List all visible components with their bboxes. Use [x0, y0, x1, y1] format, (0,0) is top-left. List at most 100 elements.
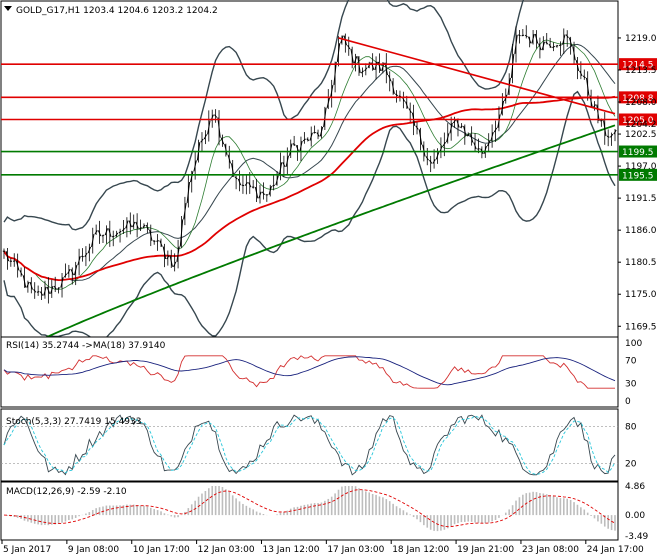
candle-body: [142, 224, 146, 228]
candle-body: [408, 108, 412, 113]
candle-body: [261, 191, 266, 196]
time-tick-label: 10 Jan 17:00: [133, 545, 190, 555]
price-tick-label: 1180.5: [625, 258, 657, 268]
chart-menu-icon[interactable]: [4, 6, 12, 11]
candle-body: [193, 160, 197, 172]
candle-body: [108, 228, 112, 238]
stochastic-d-line: [3, 415, 616, 476]
price-tick-label: 1169.5: [625, 322, 657, 332]
candle-body: [425, 156, 429, 161]
candle-body: [121, 228, 126, 232]
level-label: 1208.8: [622, 94, 654, 104]
candle-body: [179, 219, 184, 247]
time-tick-label: 5 Jan 2017: [3, 545, 51, 555]
rsi-title: RSI(14) 35.2744 ->MA(18) 37.9140: [6, 341, 166, 351]
time-tick-label: 9 Jan 08:00: [68, 545, 120, 555]
time-tick-label: 13 Jan 12:00: [262, 545, 319, 555]
candle-body: [442, 141, 446, 147]
candle-body: [418, 129, 423, 145]
bollinger-middle-band: [3, 43, 616, 282]
candle-body: [60, 277, 64, 288]
candle-body: [405, 101, 409, 109]
rsi-plot-area: [3, 355, 616, 389]
macd-title: MACD(12,26,9) -2.59 -2.10: [6, 487, 127, 497]
candle-body: [125, 220, 129, 229]
ma-green-line: [3, 124, 616, 360]
candle-body: [613, 129, 617, 135]
candle-body: [220, 137, 225, 145]
candle-body: [459, 125, 463, 128]
candle-body: [200, 138, 204, 143]
candle-body: [350, 48, 354, 64]
candle-body: [94, 230, 98, 235]
stochastic-tick-label: 20: [625, 460, 637, 470]
candle-body: [156, 240, 159, 242]
candle-body: [559, 44, 562, 47]
candle-body: [87, 246, 92, 254]
stochastic-k-line: [3, 414, 616, 476]
price-tick-label: 1191.5: [625, 194, 657, 204]
candle-body: [452, 119, 457, 124]
candle-body: [26, 281, 30, 288]
candle-body: [111, 235, 115, 238]
candle-body: [487, 140, 491, 147]
candle-body: [306, 138, 310, 141]
candle-body: [149, 229, 153, 241]
candle-body: [446, 133, 450, 143]
candle-body: [391, 81, 395, 94]
candle-body: [132, 221, 136, 228]
candle-body: [538, 43, 542, 51]
price-tick-label: 1186.0: [625, 226, 657, 236]
price-tick-label: 1208.0: [625, 98, 657, 108]
price-tick-label: 1219.0: [625, 34, 657, 44]
level-label-box: [619, 58, 657, 71]
fast-ma-line: [3, 39, 616, 290]
rsi-ma-line: [3, 356, 616, 386]
candle-body: [555, 45, 559, 47]
candle-body: [254, 187, 259, 199]
candle-body: [483, 145, 487, 154]
stochastic-title: Stoch(5,3,3) 27.7419 15.4933: [6, 417, 141, 427]
price-tick-label: 1197.0: [625, 162, 657, 172]
candle-body: [268, 185, 272, 195]
candle-body: [84, 252, 88, 258]
candle-body: [248, 182, 252, 188]
candle-body: [166, 255, 170, 260]
candle-body: [5, 251, 10, 262]
level-label-box: [619, 91, 657, 104]
candle-body: [572, 46, 576, 61]
candle-body: [29, 281, 33, 290]
macd-tick-label: -3.49: [625, 532, 649, 542]
candle-body: [33, 289, 37, 293]
macd-plot-area: [3, 486, 616, 532]
price-tick-label: 1175.0: [625, 290, 657, 300]
candle-body: [234, 176, 238, 180]
candle-body: [244, 182, 248, 186]
candle-body: [299, 140, 303, 153]
level-label: 1214.5: [622, 61, 654, 71]
candle-body: [353, 56, 358, 64]
candle-body: [97, 230, 102, 237]
candle-body: [309, 132, 313, 141]
rsi-panel[interactable]: [0, 336, 619, 408]
candle-body: [19, 270, 23, 276]
candle-body: [91, 233, 95, 248]
candle-body: [469, 134, 474, 143]
candle-body: [77, 256, 81, 266]
candle-body: [319, 126, 324, 137]
candle-body: [466, 133, 470, 137]
candle-body: [606, 135, 610, 138]
price-tick-label: 1213.5: [625, 66, 657, 76]
price-axis: 1214.5 1208.8 1205.0 1199.5 1195.5 1219.0 1213…: [618, 34, 657, 332]
candle-body: [326, 97, 330, 109]
candle-body: [272, 184, 276, 187]
current-price-label: 1204.2: [625, 120, 657, 130]
candle-body: [521, 34, 525, 37]
candle-body: [449, 122, 453, 134]
candle-body: [565, 34, 569, 38]
stochastic-plot-area: [1, 414, 618, 476]
candle-body: [568, 37, 573, 47]
candle-body: [507, 77, 511, 95]
candle-body: [43, 286, 47, 296]
